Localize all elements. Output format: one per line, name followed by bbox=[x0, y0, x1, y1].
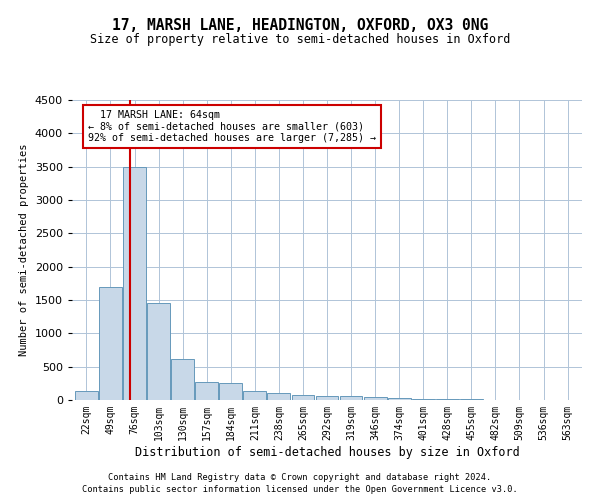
Bar bbox=[292, 394, 314, 400]
Bar bbox=[340, 396, 362, 400]
Bar bbox=[412, 399, 434, 400]
Text: Contains public sector information licensed under the Open Government Licence v3: Contains public sector information licen… bbox=[82, 485, 518, 494]
Bar bbox=[220, 382, 242, 400]
Bar bbox=[316, 396, 338, 400]
Bar bbox=[171, 358, 194, 400]
Y-axis label: Number of semi-detached properties: Number of semi-detached properties bbox=[19, 144, 29, 356]
Bar bbox=[123, 166, 146, 400]
Bar bbox=[268, 394, 290, 400]
Bar bbox=[244, 390, 266, 400]
Bar bbox=[75, 392, 98, 400]
Text: Size of property relative to semi-detached houses in Oxford: Size of property relative to semi-detach… bbox=[90, 32, 510, 46]
Text: 17, MARSH LANE, HEADINGTON, OXFORD, OX3 0NG: 17, MARSH LANE, HEADINGTON, OXFORD, OX3 … bbox=[112, 18, 488, 32]
Text: Contains HM Land Registry data © Crown copyright and database right 2024.: Contains HM Land Registry data © Crown c… bbox=[109, 472, 491, 482]
Text: 17 MARSH LANE: 64sqm
← 8% of semi-detached houses are smaller (603)
92% of semi-: 17 MARSH LANE: 64sqm ← 8% of semi-detach… bbox=[88, 110, 376, 143]
Bar bbox=[195, 382, 218, 400]
Bar bbox=[388, 398, 410, 400]
Bar bbox=[147, 304, 170, 400]
Bar bbox=[364, 398, 386, 400]
Bar bbox=[99, 286, 122, 400]
X-axis label: Distribution of semi-detached houses by size in Oxford: Distribution of semi-detached houses by … bbox=[134, 446, 520, 458]
